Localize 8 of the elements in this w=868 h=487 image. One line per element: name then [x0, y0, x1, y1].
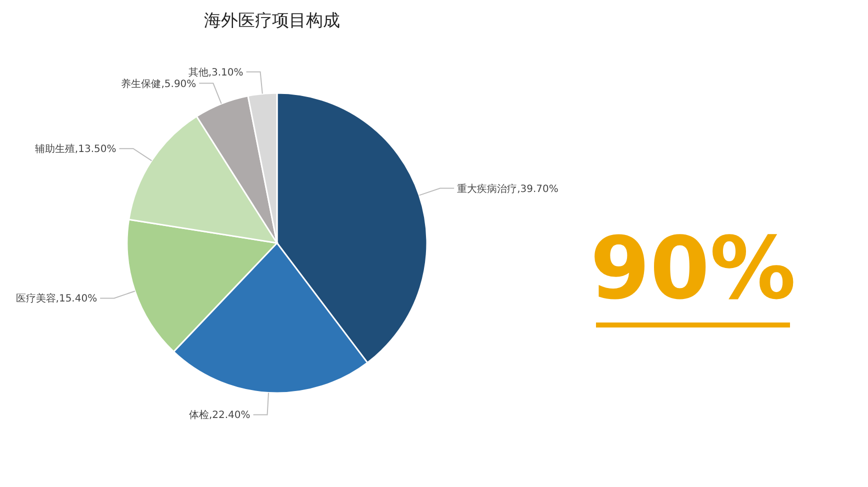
slice-label: 辅助生殖,13.50% — [34, 143, 116, 156]
text: 90% — [590, 219, 796, 319]
slice-label: 其他,3.10% — [188, 66, 244, 78]
slice-label: 医疗美容,15.40% — [16, 292, 98, 305]
chart-title: 海外医疗项目构成 — [204, 11, 340, 31]
slice-label: 养生保健,5.90% — [121, 78, 196, 90]
slice-label: 体检,22.40% — [188, 409, 250, 422]
slice-label: 重大疾病治疗,39.70% — [457, 182, 558, 195]
